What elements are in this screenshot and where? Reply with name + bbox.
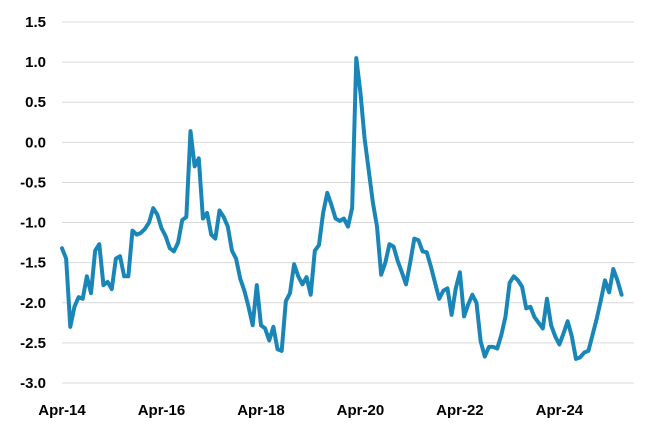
y-tick-label: -1.0 (20, 215, 46, 232)
x-tick-label: Apr-16 (138, 402, 186, 419)
series (60, 56, 624, 361)
y-tick-label: -1.5 (20, 255, 46, 272)
x-tick-label: Apr-14 (38, 402, 86, 419)
y-tick-label: -3.0 (20, 375, 46, 392)
series-line (60, 56, 624, 361)
y-tick-label: 1.0 (25, 54, 46, 71)
y-tick-label: 0.0 (25, 134, 46, 151)
y-tick-label: 1.5 (25, 14, 46, 31)
y-tick-label: -2.0 (20, 295, 46, 312)
y-tick-label: -2.5 (20, 335, 46, 352)
y-tick-label: -0.5 (20, 174, 46, 191)
x-tick-label: Apr-24 (536, 402, 584, 419)
x-tick-label: Apr-18 (237, 402, 285, 419)
x-axis-tick-labels: Apr-14 Apr-16 Apr-18 Apr-20 Apr-22 Apr-24 (38, 402, 584, 419)
x-tick-label: Apr-20 (337, 402, 385, 419)
y-axis-tick-labels: 1.5 1.0 0.5 0.0 -0.5 -1.0 -1.5 -2.0 -2.5 -3.0 (20, 14, 46, 392)
x-tick-label: Apr-22 (436, 402, 484, 419)
y-tick-label: 0.5 (25, 94, 46, 111)
